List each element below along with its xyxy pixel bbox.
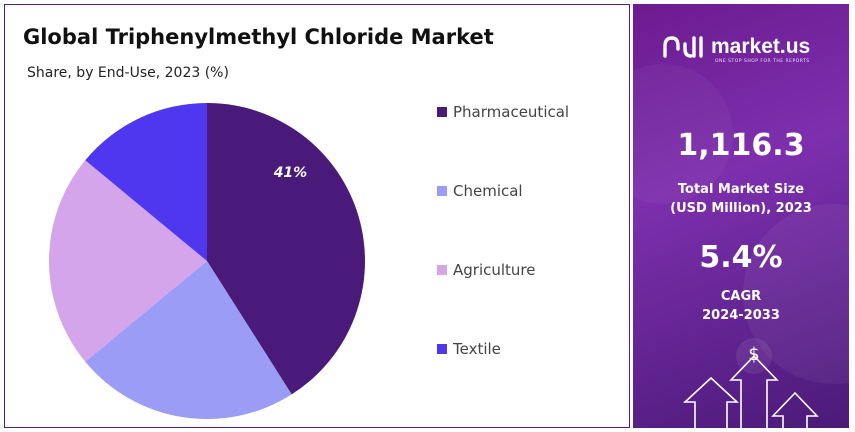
cagr-label-line2: 2024-2033 bbox=[702, 308, 780, 323]
market-size-label-line1: Total Market Size bbox=[677, 182, 805, 197]
brand: market.us bbox=[661, 34, 810, 60]
legend-label: Textile bbox=[453, 340, 501, 358]
legend-item-chemical: Chemical bbox=[437, 182, 523, 200]
pie-slice-pharmaceutical bbox=[207, 103, 365, 395]
cagr-value: 5.4% bbox=[699, 240, 783, 275]
chart-panel: Global Triphenylmethyl Chloride Market S… bbox=[4, 4, 630, 428]
market-us-logo-icon bbox=[663, 36, 703, 58]
cagr-label-line1: CAGR bbox=[720, 289, 762, 304]
legend-swatch bbox=[437, 107, 447, 117]
legend-swatch bbox=[437, 186, 447, 196]
dollar-sign-icon: $ bbox=[748, 344, 760, 365]
brand-name: market.us bbox=[711, 35, 811, 58]
legend-label: Pharmaceutical bbox=[453, 103, 570, 121]
legend-swatch bbox=[437, 344, 447, 354]
pie-slice-chemical bbox=[85, 261, 292, 420]
pie-chart: 41% bbox=[48, 103, 365, 420]
legend-label: Agriculture bbox=[453, 261, 536, 279]
coin-icon bbox=[736, 338, 772, 374]
legend-swatch bbox=[437, 265, 447, 275]
background-decoration bbox=[633, 64, 849, 428]
brand-tagline: ONE STOP SHOP FOR THE REPORTS bbox=[715, 59, 810, 64]
legend-item-agriculture: Agriculture bbox=[437, 261, 536, 279]
legend-label: Chemical bbox=[453, 182, 523, 200]
data-label-pharmaceutical: 41% bbox=[273, 165, 308, 181]
market-size-value: 1,116.3 bbox=[677, 128, 805, 163]
growth-arrows-icon bbox=[682, 354, 819, 428]
pie-slice-agriculture bbox=[48, 160, 207, 362]
chart-title: Global Triphenylmethyl Chloride Market bbox=[23, 25, 494, 49]
pie-slice-textile bbox=[85, 103, 207, 261]
chart-subtitle: Share, by End-Use, 2023 (%) bbox=[27, 65, 229, 81]
summary-panel: market.us ONE STOP SHOP FOR THE REPORTS … bbox=[633, 4, 849, 428]
market-size-label-line2: (USD Million), 2023 bbox=[670, 201, 812, 216]
legend-item-textile: Textile bbox=[437, 340, 501, 358]
legend-item-pharmaceutical: Pharmaceutical bbox=[437, 103, 569, 121]
